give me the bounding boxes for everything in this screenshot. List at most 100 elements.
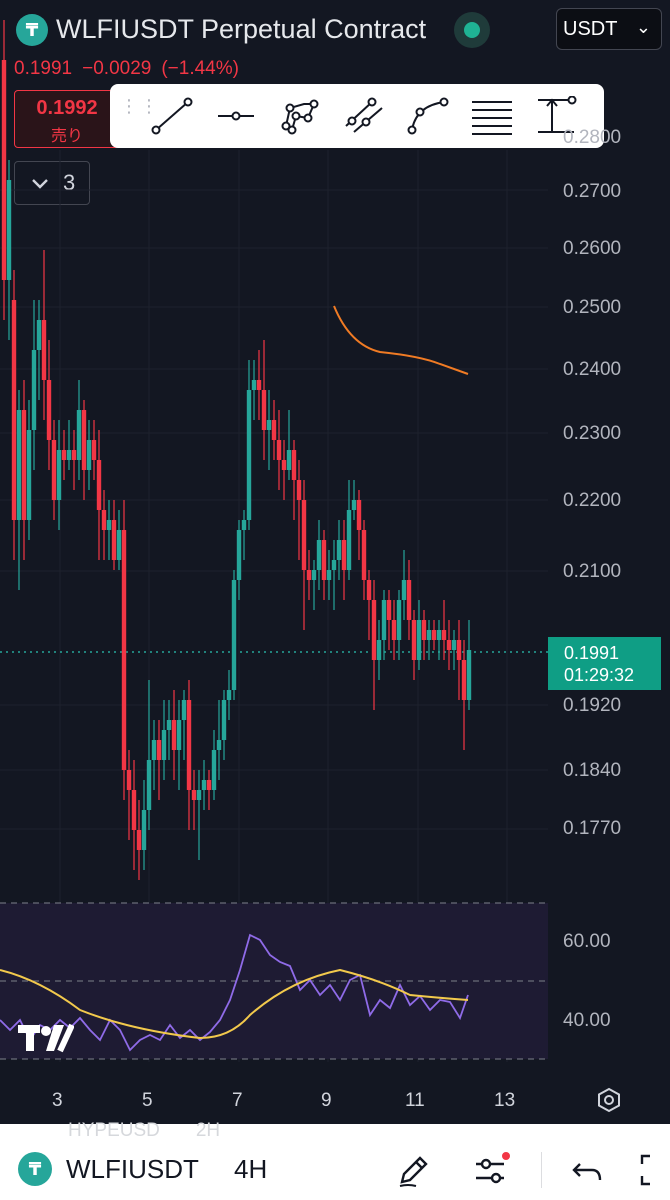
polyline-icon: [281, 99, 319, 135]
indicator-count: 3: [63, 170, 76, 195]
bull-candle: [221, 700, 227, 740]
bear-candle: [156, 740, 162, 760]
bear-candle: [411, 620, 417, 660]
current-price-value: 0.1991: [564, 643, 620, 663]
bear-candle: [461, 660, 467, 700]
bar-countdown: 01:29:32: [564, 665, 635, 685]
y-axis-label: 0.2100: [563, 561, 622, 582]
bear-candle: [366, 580, 372, 600]
ghost-timeframe: 2H: [195, 1120, 221, 1141]
bear-candle: [131, 790, 137, 830]
bull-candle: [26, 430, 32, 520]
bull-candle: [181, 700, 187, 720]
bull-candle: [381, 600, 387, 640]
indicators-collapse-button[interactable]: 3: [14, 161, 90, 205]
x-axis-label: 13: [494, 1090, 516, 1111]
bull-candle: [76, 410, 82, 460]
rsi-pane: [0, 903, 548, 1059]
tradingview-logo-icon: [18, 1023, 75, 1062]
curve-tool[interactable]: [396, 92, 460, 140]
bull-candle: [166, 720, 172, 730]
x-axis-label: 11: [405, 1090, 425, 1111]
fib-retracement-tool[interactable]: [460, 92, 524, 140]
trend-line-icon: [151, 97, 193, 135]
bear-candle: [41, 320, 47, 380]
bear-candle: [291, 450, 297, 480]
bottom-toolbar: HYPEUSD 2H ₸ WLFIUSDT 4H: [0, 1120, 670, 1200]
last-price: 0.1991: [14, 58, 73, 79]
polyline-tool[interactable]: [268, 92, 332, 140]
price-range-tool[interactable]: [524, 92, 588, 140]
bull-candle: [426, 630, 432, 640]
ghost-symbol: HYPEUSD: [68, 1120, 160, 1141]
sell-button[interactable]: 0.1992 売り: [14, 90, 120, 148]
y-axis-label: 0.1840: [563, 760, 622, 781]
timeframe-button[interactable]: 4H: [234, 1154, 268, 1184]
bull-candle: [201, 780, 207, 790]
symbol-title[interactable]: WLFIUSDT Perpetual Contract: [56, 14, 427, 44]
bull-candle: [401, 580, 407, 600]
trend-line-tool[interactable]: [140, 92, 204, 140]
bear-candle: [341, 540, 347, 570]
price-change: −0.0029: [82, 58, 152, 79]
symbol-logo-icon: ₸: [16, 14, 48, 46]
bull-candle: [176, 720, 182, 750]
bear-candle: [281, 460, 287, 470]
bull-candle: [266, 420, 272, 430]
bear-candle: [96, 460, 102, 510]
currency-select[interactable]: USDT ⌄: [556, 8, 662, 50]
fullscreen-button[interactable]: [636, 1150, 670, 1190]
bull-candle: [106, 520, 112, 530]
bear-candle: [371, 600, 377, 660]
market-status-indicator[interactable]: [454, 12, 490, 48]
y-axis-label: 0.2400: [563, 359, 622, 380]
sell-price: 0.1992: [36, 97, 98, 119]
bear-candle: [356, 500, 362, 530]
horizontal-ray-tool[interactable]: [204, 92, 268, 140]
drawing-tools-button[interactable]: [394, 1150, 434, 1190]
bear-candle: [91, 440, 97, 460]
bull-candle: [251, 380, 257, 390]
bear-candle: [101, 510, 107, 530]
symbol-search-button[interactable]: WLFIUSDT: [66, 1154, 199, 1184]
chart-header: ₸ WLFIUSDT Perpetual Contract USDT ⌄: [0, 0, 670, 58]
bull-candle: [6, 180, 12, 280]
bull-candle: [216, 740, 222, 750]
chevron-down-icon: ⌄: [635, 17, 651, 37]
bull-candle: [336, 540, 342, 560]
y-axis-label: 0.2300: [563, 423, 622, 444]
y-axis-label: 0.1770: [563, 818, 622, 839]
bull-candle: [376, 640, 382, 660]
parallel-channel-icon: [345, 97, 383, 133]
undo-button[interactable]: [568, 1150, 608, 1190]
previous-symbol-ghost: HYPEUSD 2H: [68, 1120, 220, 1142]
x-axis-label: 7: [232, 1090, 243, 1111]
bull-candle: [436, 630, 442, 640]
bear-candle: [306, 570, 312, 580]
settings-hexagon-icon: [598, 1087, 620, 1113]
bear-candle: [1, 60, 7, 280]
bear-candle: [121, 530, 127, 770]
horizontal-ray-icon: [218, 111, 254, 121]
chart-settings-button[interactable]: [595, 1086, 623, 1114]
drag-handle-icon[interactable]: ⋮⋮: [120, 96, 160, 116]
price-chart[interactable]: [0, 0, 670, 1085]
curve-icon: [407, 97, 449, 135]
chevron-down-icon: [31, 170, 49, 196]
bear-candle: [261, 390, 267, 430]
indicators-button[interactable]: [472, 1150, 512, 1190]
toolbar-divider: [541, 1152, 542, 1188]
y-axis-label: 0.1920: [563, 695, 622, 716]
bull-candle: [231, 580, 237, 690]
x-axis-label: 9: [321, 1090, 332, 1111]
sell-label: 売り: [50, 128, 83, 145]
currency-select-value: USDT: [563, 17, 618, 40]
price-change-pct: (−1.44%): [161, 58, 239, 79]
bull-candle: [141, 810, 147, 850]
bull-candle: [416, 620, 422, 660]
bear-candle: [126, 770, 132, 790]
pen-icon: [399, 1156, 428, 1187]
drawing-toolbar: ⋮⋮: [110, 84, 604, 148]
parallel-channel-tool[interactable]: [332, 92, 396, 140]
bear-candle: [271, 420, 277, 440]
